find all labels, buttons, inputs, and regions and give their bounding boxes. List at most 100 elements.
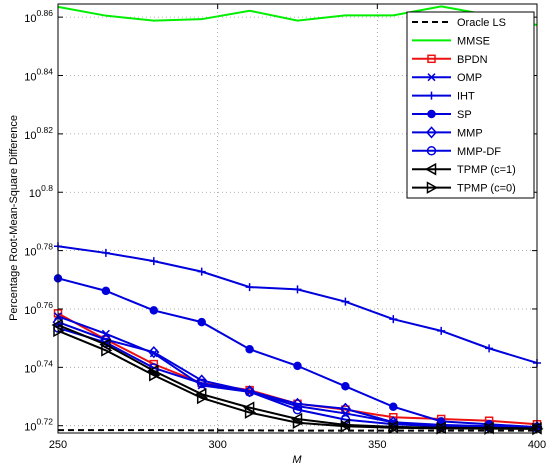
series-line-tpmp-c-0: [57, 329, 538, 430]
y-tick-label: 100.74: [24, 358, 53, 375]
point-mmp-marker: [339, 402, 351, 415]
y-tick-exponent: 0.74: [36, 358, 53, 368]
point-mmp-df-marker: [292, 404, 303, 415]
series-line-mmse: [57, 5, 538, 26]
legend-tpmp-c-0-marker: [426, 181, 439, 194]
y-tick-base: 10: [24, 72, 36, 84]
point-mmp-df-marker: [244, 387, 255, 397]
legend-label-tpmp-c-1: TPMP (c=1): [457, 164, 516, 176]
point-sp-marker: [149, 306, 159, 315]
legend: Oracle LS MMSE BPDN OMP IHT SP MMP MMP-DF TPMP (…: [406, 11, 535, 199]
y-tick-exponent: 0.86: [36, 8, 53, 18]
y-tick-base: 10: [24, 13, 36, 25]
y-tick-exponent: 0.72: [36, 417, 53, 427]
legend-label-mmp: MMP: [457, 127, 483, 139]
legend-omp-marker: [427, 73, 436, 82]
y-tick-label: 100.86: [24, 8, 53, 25]
y-tick-label: 100.84: [24, 67, 53, 84]
x-axis-label: M: [292, 454, 302, 466]
point-mmp-marker: [196, 374, 208, 387]
legend-item-mmse: MMSE: [412, 35, 490, 47]
y-tick-label: 100.78: [24, 242, 53, 259]
point-mmp-marker: [148, 346, 160, 359]
point-tpmp-c-0-marker: [388, 421, 400, 435]
y-tick-label: 100.82: [24, 125, 53, 142]
point-iht-marker: [197, 267, 206, 276]
legend-label-mmp-df: MMP-DF: [457, 146, 501, 158]
series-line-mmp: [57, 321, 538, 429]
legend-tpmp-c-1-marker: [424, 162, 437, 176]
point-tpmp-c-0-marker: [436, 422, 448, 435]
point-iht-marker: [101, 248, 110, 257]
point-iht-marker: [485, 344, 494, 353]
point-tpmp-c-1-marker: [338, 418, 351, 432]
legend-item-iht: IHT: [412, 91, 475, 103]
point-sp-marker: [245, 344, 254, 354]
y-tick-base: 10: [24, 363, 36, 375]
y-axis-label: Percentage Root-Mean-Square Difference: [8, 115, 20, 321]
point-iht-marker: [149, 257, 158, 266]
point-tpmp-c-0-marker: [484, 422, 496, 435]
y-tick-exponent: 0.82: [36, 125, 53, 135]
point-sp-marker: [293, 361, 302, 371]
point-tpmp-c-0-marker: [149, 368, 161, 382]
legend-label-oracle-ls: Oracle LS: [457, 17, 506, 29]
series-mmse: [57, 5, 538, 26]
point-tpmp-c-0-marker: [196, 391, 209, 405]
y-tick-exponent: 0.78: [36, 242, 53, 252]
plot-lines: [51, 5, 544, 436]
point-tpmp-c-1-marker: [290, 412, 303, 426]
point-iht-marker: [341, 297, 350, 306]
legend-sp-marker: [427, 109, 436, 119]
point-tpmp-c-0-marker: [244, 406, 257, 419]
legend-item-mmp: MMP: [412, 126, 483, 139]
legend-label-bpdn: BPDN: [457, 54, 488, 66]
legend-label-mmse: MMSE: [457, 35, 490, 47]
x-tick-label: 350: [368, 439, 386, 451]
y-tick-base: 10: [24, 422, 36, 434]
point-sp-marker: [101, 286, 111, 296]
legend-item-omp: OMP: [412, 72, 482, 84]
legend-label-sp: SP: [457, 109, 472, 121]
point-iht-marker: [245, 283, 254, 292]
legend-item-tpmp-c-1: TPMP (c=1): [412, 162, 516, 176]
point-sp-marker: [341, 382, 350, 391]
point-tpmp-c-0-marker: [101, 344, 113, 357]
y-tick-base: 10: [24, 305, 36, 317]
legend-bpdn-marker: [427, 54, 436, 64]
y-tick-base: 10: [29, 188, 41, 200]
point-iht-marker: [389, 315, 398, 324]
y-tick-exponent: 0.8: [41, 183, 53, 193]
x-tick-label: 250: [49, 439, 67, 451]
legend-item-mmp-df: MMP-DF: [412, 146, 501, 158]
legend-label-tpmp-c-0: TPMP (c=0): [457, 183, 516, 195]
series-tpmp-c-0: [53, 324, 544, 436]
y-tick-exponent: 0.76: [36, 300, 53, 310]
legend-iht-marker: [427, 91, 436, 100]
legend-item-sp: SP: [412, 109, 472, 121]
point-sp-marker: [389, 402, 398, 411]
legend-label-iht: IHT: [457, 91, 475, 103]
legend-item-oracle-ls: Oracle LS: [412, 17, 506, 29]
legend-item-bpdn: BPDN: [412, 54, 488, 66]
legend-mmp-df-marker: [426, 146, 437, 156]
series-line-mmp-df: [57, 326, 538, 429]
legend-box: [406, 11, 535, 199]
y-tick-label: 100.8: [29, 183, 53, 200]
legend-item-tpmp-c-0: TPMP (c=0): [412, 181, 516, 195]
point-tpmp-c-1-marker: [147, 364, 159, 378]
y-tick-label: 100.76: [24, 300, 53, 317]
legend-label-omp: OMP: [457, 72, 482, 84]
y-tick-exponent: 0.84: [36, 67, 53, 77]
y-tick-label: 100.72: [24, 417, 53, 434]
point-iht-marker: [293, 285, 302, 294]
point-mmp-df-marker: [196, 378, 207, 389]
plot-frame: [57, 3, 538, 434]
x-tick-label: 300: [208, 439, 226, 451]
point-tpmp-c-0-marker: [340, 420, 352, 433]
point-sp-marker: [197, 317, 206, 327]
point-tpmp-c-0-marker: [292, 416, 305, 430]
point-iht-marker: [437, 326, 446, 335]
legend-mmp-marker: [425, 126, 438, 139]
